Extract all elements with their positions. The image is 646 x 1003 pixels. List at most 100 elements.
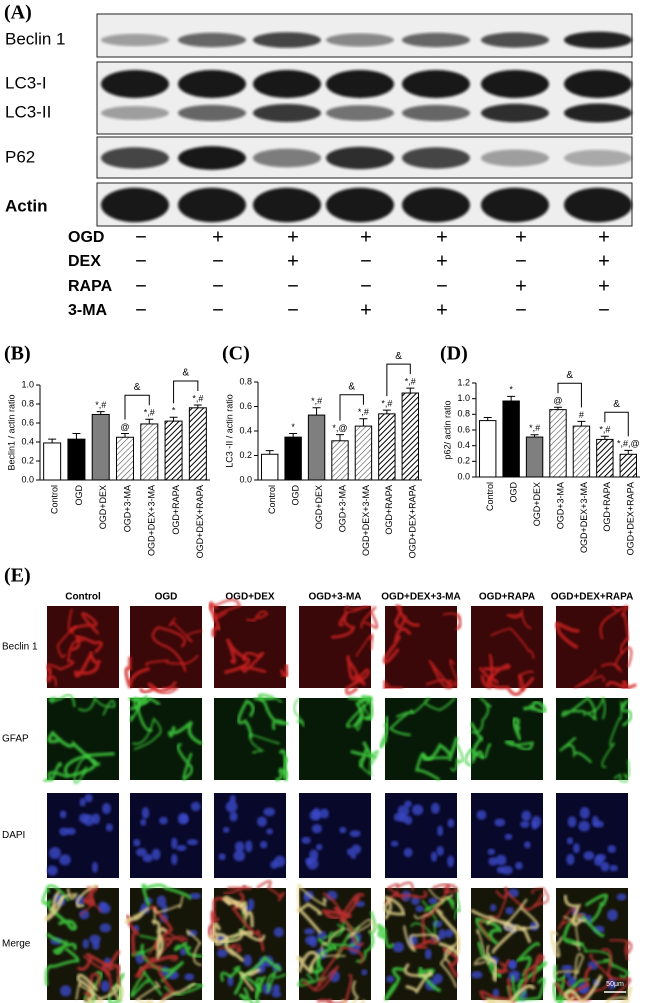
treatment-sign: +	[598, 275, 610, 297]
nucleus	[274, 855, 286, 868]
fiber	[469, 721, 484, 766]
fiber	[297, 884, 328, 909]
x-tick-label: OGD+DEX	[532, 482, 542, 526]
fiber	[153, 895, 184, 926]
bracket	[386, 363, 411, 397]
fiber	[605, 679, 637, 692]
treatment-sign: +	[212, 226, 224, 248]
nucleus	[263, 807, 276, 817]
fiber	[574, 668, 606, 689]
fiber	[386, 881, 414, 901]
treatment-label: RAPA	[68, 278, 113, 295]
micrograph	[471, 793, 543, 878]
bar	[261, 453, 279, 481]
fiber	[240, 651, 267, 674]
bar	[401, 392, 419, 481]
nucleus	[487, 848, 496, 855]
treatment-sign: +	[360, 226, 372, 248]
blot-band	[326, 146, 394, 170]
nucleus	[561, 964, 574, 971]
blot-band	[253, 104, 321, 122]
row-label: Beclin 1	[2, 642, 38, 653]
bar	[596, 438, 614, 478]
nucleus	[187, 929, 198, 937]
nucleus	[410, 896, 420, 906]
micrograph	[299, 604, 379, 695]
fiber	[601, 948, 632, 1000]
nucleus	[531, 820, 538, 830]
blot-band	[481, 70, 549, 98]
fiber	[76, 949, 121, 971]
fiber	[345, 655, 366, 686]
fiber	[318, 945, 364, 988]
fiber	[619, 605, 630, 654]
fiber	[464, 743, 492, 767]
fiber	[383, 679, 403, 691]
micrograph	[124, 606, 203, 695]
bracket	[339, 394, 364, 421]
x-tick-label: OGD+RAPA	[171, 485, 181, 535]
fiber	[139, 680, 178, 694]
nucleus	[430, 851, 438, 862]
bracket	[604, 411, 629, 437]
nucleus	[79, 797, 86, 807]
fiber	[403, 963, 433, 994]
fiber	[411, 934, 439, 950]
micrograph	[124, 883, 205, 1003]
x-tick-label: Control	[50, 485, 60, 514]
treatment-label: OGD	[68, 229, 104, 246]
fiber	[435, 908, 461, 958]
nucleus	[48, 847, 61, 859]
fiber	[478, 654, 501, 685]
blot-band	[402, 147, 470, 169]
error-bar	[312, 407, 321, 416]
y-tick-label: 0.6	[239, 401, 252, 411]
nucleus	[266, 828, 274, 835]
nucleus	[46, 865, 58, 876]
error-bar	[193, 404, 202, 408]
micrograph	[46, 793, 119, 878]
significance-marker: *,#	[311, 396, 322, 406]
y-tick-label: 0.4	[457, 440, 470, 450]
fiber	[559, 736, 593, 764]
bar	[549, 409, 567, 478]
error-bar	[600, 435, 609, 440]
bar	[479, 420, 497, 478]
fiber	[414, 752, 450, 782]
fiber	[293, 697, 305, 727]
blot-label: P62	[5, 147, 35, 166]
y-tick-label: 0.2	[457, 456, 470, 466]
x-tick-label: OGD	[509, 482, 519, 503]
blot-band	[178, 146, 246, 170]
blot-band	[326, 33, 394, 47]
bar	[164, 420, 183, 481]
nucleus	[430, 802, 440, 814]
fiber	[394, 604, 421, 629]
bracket	[124, 394, 150, 420]
column-header: Control	[65, 592, 101, 603]
nucleus	[595, 853, 607, 862]
fiber	[224, 895, 247, 915]
fiber	[442, 946, 459, 978]
fiber	[504, 898, 539, 931]
treatment-sign: −	[360, 250, 372, 272]
treatment-sign: +	[515, 275, 527, 297]
bar	[116, 436, 134, 481]
error-bar	[406, 387, 415, 394]
nucleus	[184, 973, 195, 981]
fiber	[185, 929, 202, 967]
fiber	[246, 610, 269, 622]
significance-marker: *,#	[381, 399, 392, 409]
fiber	[75, 884, 98, 908]
nucleus	[190, 801, 201, 812]
treatment-sign: −	[515, 250, 527, 272]
blot-band	[402, 70, 470, 98]
micrograph	[45, 606, 119, 688]
fiber	[239, 968, 261, 992]
nucleus	[447, 818, 455, 828]
y-tick-label: 0.0	[457, 471, 470, 481]
nucleus	[490, 904, 497, 912]
y-tick-label: 0.8	[457, 409, 470, 419]
nucleus	[609, 864, 618, 872]
blot-band	[564, 149, 632, 167]
